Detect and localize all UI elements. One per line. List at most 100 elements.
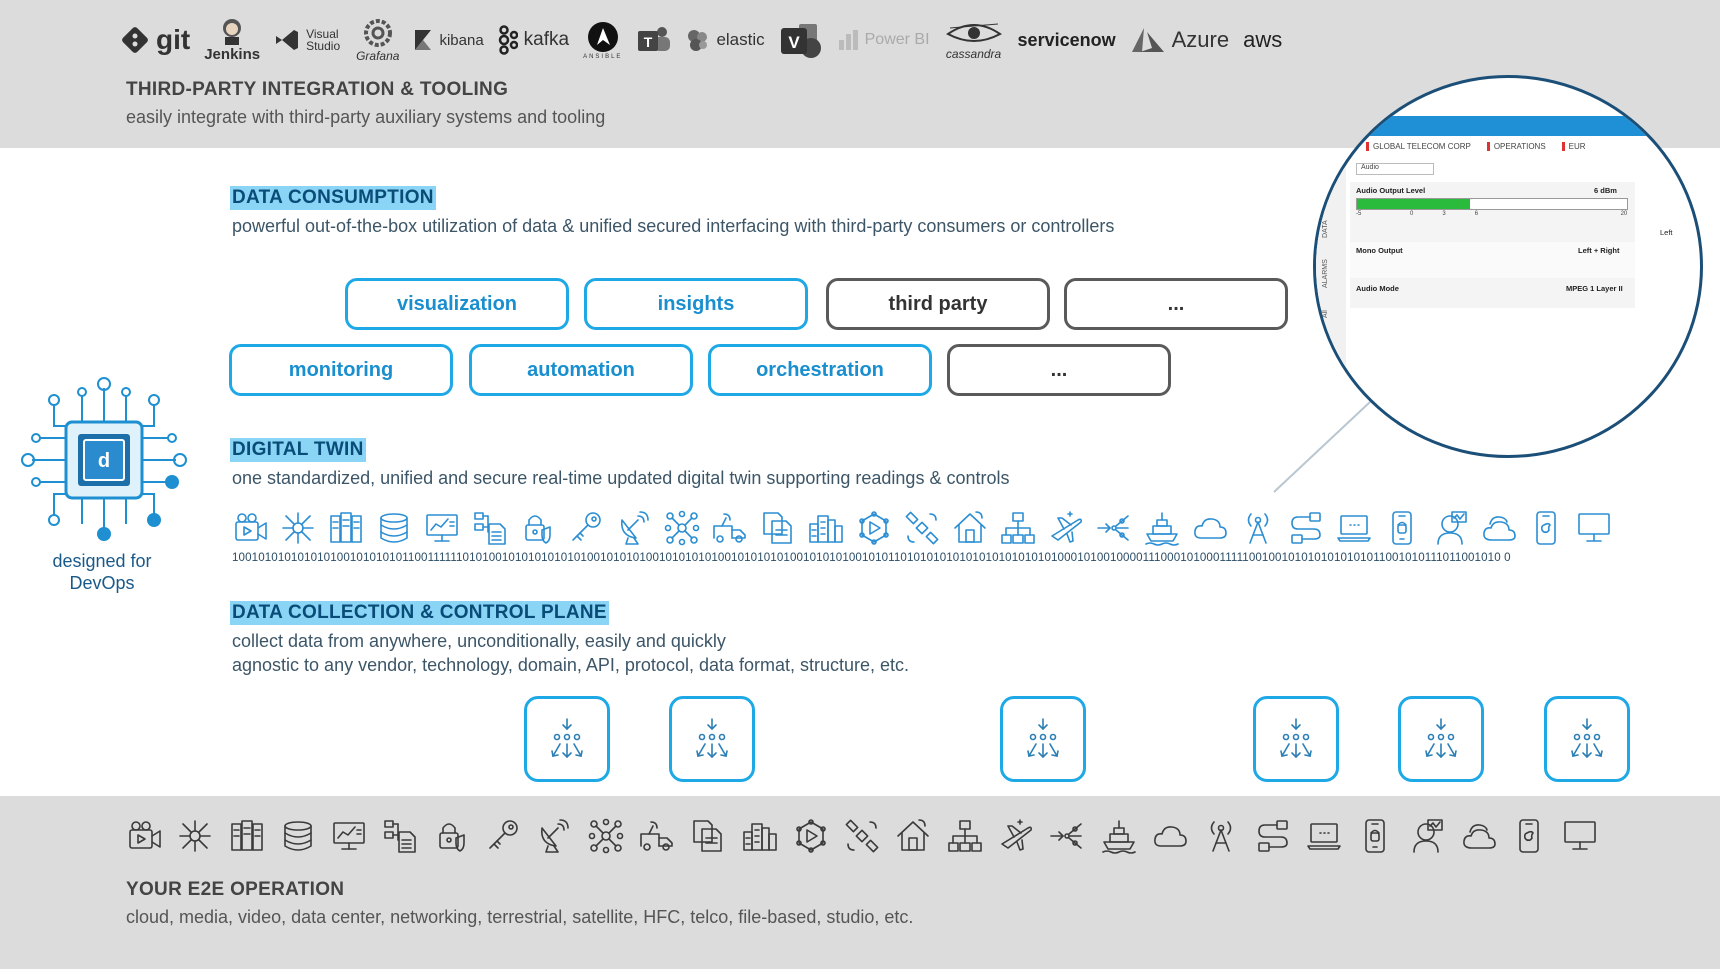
mag-panel-mono <box>1350 242 1635 278</box>
consumer-ellipsis-button[interactable]: ... <box>1064 278 1288 330</box>
laptop-icon <box>1307 823 1341 850</box>
mag-tab-all[interactable]: All <box>1322 310 1329 318</box>
kafka-logo: kafka <box>498 14 569 66</box>
satellite-icon <box>905 511 939 545</box>
mag-tick-label: 20 <box>1620 211 1628 217</box>
consumer-visualization-button[interactable]: visualization <box>345 278 569 330</box>
magnifier-connector <box>1273 401 1371 493</box>
mag-mode-value[interactable]: MPEG 1 Layer II <box>1566 284 1623 293</box>
mag-select[interactable]: Audio <box>1356 163 1434 175</box>
broadcast-van-icon <box>713 513 746 543</box>
consumer-insights-button[interactable]: insights <box>584 278 808 330</box>
avatar-icon <box>1413 819 1444 853</box>
ansible-logo: ANSIBLE <box>583 14 622 66</box>
logo-text: kibana <box>439 31 484 49</box>
mag-crumb[interactable]: OPERATIONS <box>1486 142 1546 151</box>
operation-subtitle: cloud, media, video, data center, networ… <box>126 907 914 927</box>
cloud-icon <box>1154 826 1187 847</box>
avatar-icon <box>1437 511 1467 545</box>
android-phone-icon <box>1392 511 1412 545</box>
collector-arrows-icon <box>696 718 728 759</box>
consumer-monitoring-button[interactable]: monitoring <box>229 344 453 396</box>
lock-shield-icon <box>525 515 551 544</box>
org-tree-icon <box>947 820 982 852</box>
collector-node[interactable] <box>1253 696 1339 782</box>
digital-twin-subtitle: one standardized, unified and secure rea… <box>232 468 1010 488</box>
desktop-icon <box>1578 513 1610 542</box>
aws-logo: aws <box>1243 14 1282 66</box>
smart-home-icon <box>954 511 986 543</box>
collector-node[interactable] <box>1544 696 1630 782</box>
kibana-logo: kibana <box>413 14 484 66</box>
logo-text: git <box>156 24 191 55</box>
visual-studio-logo: Visual Studio <box>274 14 342 66</box>
logo-text: ANSIBLE <box>583 53 623 60</box>
integration-subtitle: easily integrate with third-party auxili… <box>126 107 606 127</box>
magnifier-screenshot: GLOBAL TELECOM CORP OPERATIONS EUR DATA … <box>1313 75 1703 458</box>
video-camera-icon <box>129 821 161 849</box>
cable-icon <box>1257 820 1288 852</box>
cube-network-icon <box>796 819 826 853</box>
mag-breadcrumbs: GLOBAL TELECOM CORP OPERATIONS EUR <box>1366 142 1586 151</box>
city-buildings-icon <box>742 823 777 851</box>
workflow-doc-icon <box>384 820 417 853</box>
mag-tab-data[interactable]: DATA <box>1322 220 1329 238</box>
consumer-automation-button[interactable]: automation <box>469 344 693 396</box>
routing-arrows-icon <box>1050 823 1083 849</box>
city-buildings-icon <box>809 515 843 543</box>
mag-crumb[interactable]: EUR <box>1561 142 1586 151</box>
monitor-chart-icon <box>426 514 458 542</box>
logo-text: cassandra <box>945 46 1002 61</box>
mag-audio-output-value: 6 dBm <box>1594 186 1617 195</box>
logo-text: Azure <box>1171 27 1230 52</box>
mag-sidebar <box>1316 168 1346 368</box>
collector-node[interactable] <box>524 696 610 782</box>
elastic-logo: elastic <box>686 14 765 66</box>
devops-chip-icon: d <box>21 377 187 541</box>
mag-tick-label: 3 <box>1442 211 1446 217</box>
workflow-doc-icon <box>474 512 506 545</box>
radio-tower-icon <box>1210 821 1232 852</box>
network-hub-icon <box>282 512 314 544</box>
satellite-dish-icon <box>620 511 649 545</box>
cloud-double-icon <box>1483 516 1516 541</box>
grafana-logo: Grafana <box>356 14 399 66</box>
consumer-ellipsis-button[interactable]: ... <box>947 344 1171 396</box>
collection-line1: collect data from anywhere, unconditiona… <box>232 631 726 651</box>
mag-mono-value[interactable]: Left + Right <box>1578 246 1620 255</box>
servicenow-logo: servicenow <box>1018 14 1116 66</box>
laptop-icon <box>1337 515 1371 542</box>
consumption-subtitle: powerful out-of-the-box utilization of d… <box>232 216 1115 236</box>
cassandra-logo: cassandra <box>944 14 1004 66</box>
collector-node[interactable] <box>1000 696 1086 782</box>
android-phone-icon <box>1365 819 1385 853</box>
mag-tab-alarms[interactable]: ALARMS <box>1322 259 1329 288</box>
logo-text: Visual Studio <box>306 27 341 53</box>
mag-panel-output <box>1350 182 1635 242</box>
mesh-network-icon <box>588 818 623 854</box>
consumer-third-party-button[interactable]: third party <box>826 278 1050 330</box>
collector-arrows-icon <box>1027 718 1059 759</box>
svg-text:V: V <box>788 33 800 52</box>
consumer-orchestration-button[interactable]: orchestration <box>708 344 932 396</box>
key-icon <box>489 820 518 849</box>
satellite-icon <box>845 819 879 853</box>
logo-text: servicenow <box>1017 29 1116 50</box>
mag-mode-label: Audio Mode <box>1356 284 1399 293</box>
cloud-icon <box>1194 518 1227 539</box>
logo-text: Power BI <box>864 31 930 48</box>
org-tree-icon <box>1001 512 1035 544</box>
mag-level-fill <box>1357 199 1471 209</box>
devops-label: designed for DevOps <box>22 550 182 594</box>
mag-panel-mode <box>1350 278 1635 308</box>
database-icon <box>380 513 408 543</box>
powerbi-logo: Power BI <box>837 14 930 66</box>
collector-node[interactable] <box>1398 696 1484 782</box>
collector-node[interactable] <box>669 696 755 782</box>
ship-icon <box>1101 820 1136 854</box>
ship-icon <box>1145 512 1179 546</box>
git-logo: git <box>120 14 190 66</box>
mag-crumb[interactable]: GLOBAL TELECOM CORP <box>1366 142 1471 151</box>
file-copy-icon <box>693 820 723 852</box>
mag-mono-label: Mono Output <box>1356 246 1403 255</box>
